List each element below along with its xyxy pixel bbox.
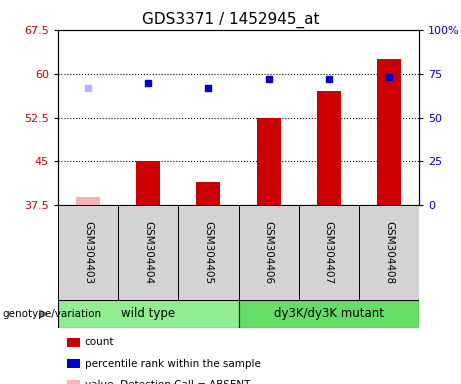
Bar [178,205,238,300]
Bar [196,182,220,205]
Text: dy3K/dy3K mutant: dy3K/dy3K mutant [274,308,384,321]
Text: GSM304405: GSM304405 [203,221,213,284]
Text: wild type: wild type [121,308,175,321]
Text: count: count [85,338,114,348]
Text: genotype/variation: genotype/variation [2,309,101,319]
Text: GSM304403: GSM304403 [83,221,93,284]
Text: GDS3371 / 1452945_at: GDS3371 / 1452945_at [142,12,319,28]
Text: percentile rank within the sample: percentile rank within the sample [85,359,260,369]
Text: GSM304406: GSM304406 [264,221,273,284]
Bar [238,300,419,328]
Bar [58,300,238,328]
Bar [257,118,281,205]
Text: GSM304404: GSM304404 [143,221,153,284]
Bar [317,91,341,205]
Bar [299,205,359,300]
Text: value, Detection Call = ABSENT: value, Detection Call = ABSENT [85,380,250,384]
Bar [359,205,419,300]
Bar [377,59,401,205]
Bar [76,197,100,205]
Bar [238,205,299,300]
Bar [58,205,118,300]
Text: GSM304407: GSM304407 [324,221,334,284]
Text: GSM304408: GSM304408 [384,221,394,284]
Bar [118,205,178,300]
Bar [136,161,160,205]
